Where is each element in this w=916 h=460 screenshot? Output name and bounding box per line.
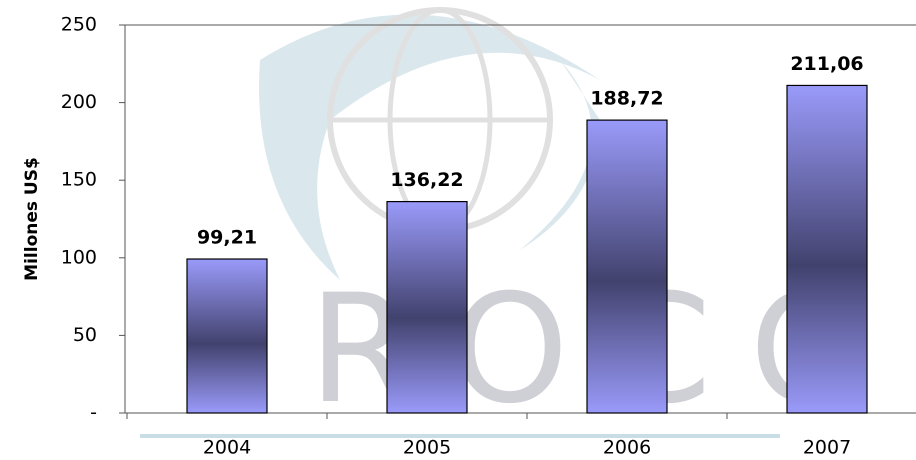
bar bbox=[786, 84, 868, 414]
value-label: 136,22 bbox=[390, 169, 463, 191]
bar bbox=[186, 258, 268, 414]
value-label: 211,06 bbox=[790, 53, 863, 75]
y-tick-label: - bbox=[90, 402, 97, 424]
x-tick-label: 2005 bbox=[403, 437, 451, 459]
x-tick-label: 2006 bbox=[603, 437, 651, 459]
bar bbox=[586, 119, 668, 414]
value-label: 188,72 bbox=[590, 88, 663, 110]
y-tick-label: 150 bbox=[61, 169, 97, 191]
bar bbox=[386, 200, 468, 414]
x-tick-label: 2007 bbox=[803, 437, 851, 459]
y-tick-label: 250 bbox=[61, 14, 97, 36]
y-tick-label: 100 bbox=[61, 246, 97, 268]
y-tick-label: 200 bbox=[61, 91, 97, 113]
value-label: 99,21 bbox=[197, 227, 257, 249]
y-tick-label: 50 bbox=[73, 324, 97, 346]
watermark-bar bbox=[140, 434, 780, 438]
y-axis-label: Millones US$ bbox=[22, 157, 42, 281]
x-tick-label: 2004 bbox=[203, 437, 251, 459]
